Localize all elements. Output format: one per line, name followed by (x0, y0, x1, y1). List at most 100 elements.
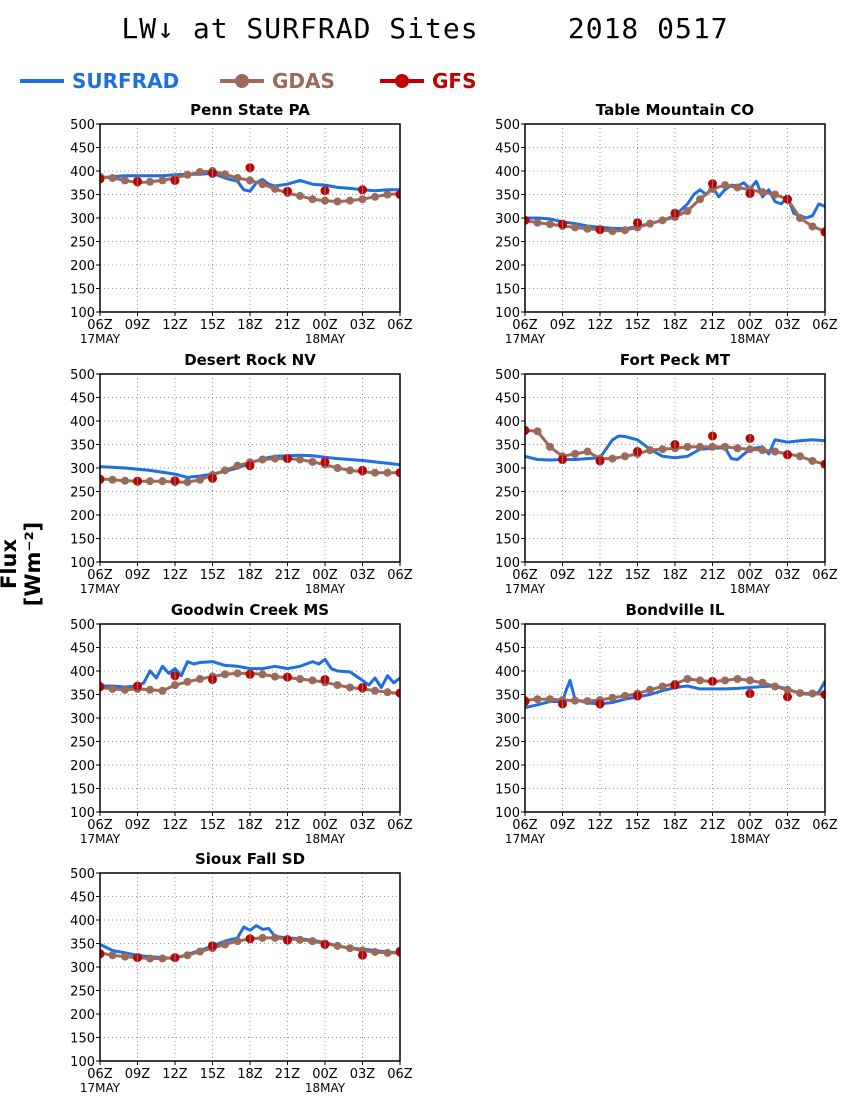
x-tick-label: 06Z (812, 318, 838, 333)
gdas-point (733, 674, 742, 683)
y-tick-label: 350 (70, 938, 95, 953)
gfs-point (395, 946, 400, 956)
series-line-surfrad (100, 171, 400, 193)
gdas-point (258, 455, 267, 464)
y-tick-label: 400 (70, 665, 95, 680)
y-tick-label: 450 (70, 642, 95, 657)
x-tick-label: 00Z (312, 568, 338, 583)
x-tick-label: 03Z (775, 818, 801, 833)
series-group (525, 674, 825, 710)
plot-frame (524, 623, 826, 813)
y-tick-label: 150 (70, 533, 95, 548)
y-tick-label: 350 (495, 189, 520, 204)
panel-title: Goodwin Creek MS (171, 601, 329, 619)
panel-desert-rock-nv: Desert Rock NV 100 150 200 250 300 350 400 450 50… (70, 351, 413, 596)
gdas-point (546, 220, 554, 229)
gdas-point (183, 170, 192, 179)
gdas-point (571, 449, 579, 458)
y-tick-label: 400 (495, 415, 520, 430)
x-tick-label: 15Z (625, 818, 651, 833)
x-tick-label: 21Z (700, 568, 726, 583)
gdas-point (796, 689, 804, 698)
y-tick-label: 300 (70, 462, 95, 477)
gdas-point (221, 670, 229, 679)
panel-title: Sioux Fall SD (195, 850, 305, 868)
y-tick-label: 400 (70, 914, 95, 929)
gdas-point (233, 669, 242, 678)
gdas-point (346, 944, 354, 953)
x-tick-label: 21Z (700, 318, 726, 333)
y-tick-label: 300 (495, 212, 520, 227)
gdas-point (296, 674, 304, 683)
series-group (100, 453, 400, 487)
gdas-point (258, 670, 267, 679)
y-tick-label: 300 (495, 462, 520, 477)
gdas-point (333, 197, 342, 206)
series-group (525, 179, 825, 237)
x-tick-label: 06Z (512, 568, 538, 583)
gdas-point (646, 446, 654, 455)
gdas-point (771, 447, 779, 456)
legend-label-gdas: GDAS (272, 69, 335, 93)
gdas-point (346, 196, 354, 205)
gfs-point (525, 425, 530, 435)
gfs-point (820, 459, 825, 469)
legend-swatch-surfrad (20, 79, 64, 83)
y-tick-label: 200 (495, 759, 520, 774)
gdas-point (608, 454, 617, 463)
x-tick-label: 15Z (200, 1067, 226, 1082)
gfs-point (820, 227, 825, 237)
gdas-point (333, 681, 342, 690)
plot-frame (524, 123, 826, 313)
gdas-point (146, 177, 154, 186)
y-tick-label: 450 (70, 392, 95, 407)
gdas-point (721, 181, 729, 190)
x-date-label: 17MAY (80, 832, 121, 846)
y-tick-label: 100 (70, 306, 95, 321)
y-tick-label: 250 (495, 486, 520, 501)
y-tick-label: 100 (495, 806, 520, 821)
gdas-point (121, 476, 129, 485)
gdas-point (646, 219, 654, 228)
x-tick-label: 00Z (312, 1067, 338, 1082)
x-tick-label: 06Z (512, 318, 538, 333)
gdas-point (296, 455, 304, 464)
gdas-point (371, 468, 379, 477)
series-group (100, 924, 400, 963)
gfs-point (100, 682, 105, 692)
x-tick-label: 03Z (350, 318, 376, 333)
y-tick-label: 150 (70, 1032, 95, 1047)
x-tick-label: 06Z (387, 1067, 413, 1082)
gdas-point (758, 446, 767, 455)
gdas-point (358, 195, 367, 204)
gdas-point (696, 676, 704, 685)
gdas-point (371, 686, 379, 695)
y-tick-label: 450 (495, 392, 520, 407)
x-tick-label: 06Z (387, 818, 413, 833)
legend-item-gfs: GFS (378, 64, 476, 98)
gfs-point (525, 215, 530, 225)
gdas-point (808, 689, 817, 698)
y-tick-label: 350 (495, 439, 520, 454)
series-group (100, 163, 400, 206)
y-tick-label: 200 (70, 1008, 95, 1023)
gdas-point (108, 684, 117, 693)
x-tick-label: 00Z (312, 318, 338, 333)
x-date-label: 18MAY (730, 832, 771, 846)
gdas-point (108, 475, 117, 484)
x-tick-label: 15Z (625, 318, 651, 333)
x-tick-label: 09Z (550, 318, 576, 333)
x-tick-label: 12Z (162, 1067, 188, 1082)
panel-table-mountain-co: Table Mountain CO 100 150 200 250 300 350 400 45… (495, 101, 838, 346)
y-tick-label: 300 (70, 961, 95, 976)
series-line-surfrad (100, 657, 400, 689)
gdas-point (758, 678, 767, 687)
gdas-point (371, 192, 379, 201)
gdas-point (271, 184, 279, 193)
gdas-point (171, 681, 179, 690)
gdas-point (658, 445, 667, 454)
x-tick-label: 18Z (662, 568, 688, 583)
gdas-point (658, 682, 667, 691)
gdas-point (258, 180, 267, 189)
